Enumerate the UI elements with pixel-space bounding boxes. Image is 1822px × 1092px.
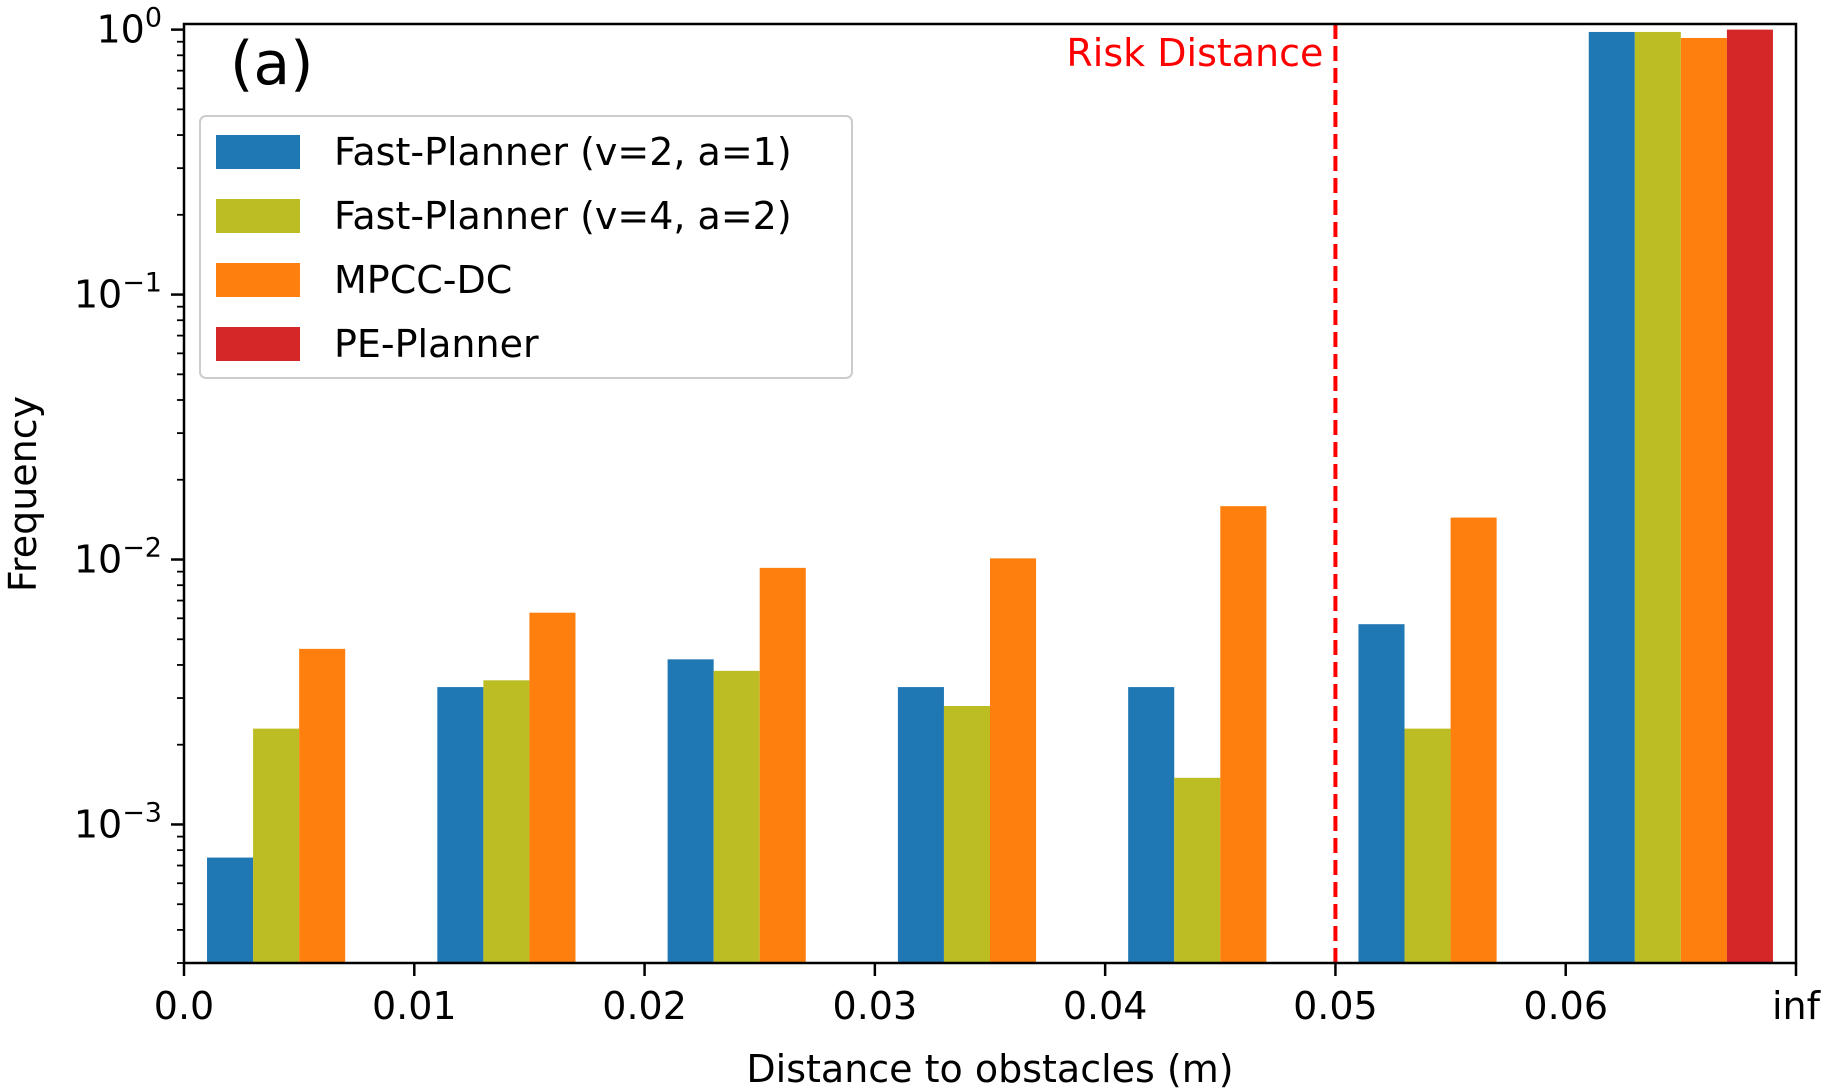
bar-2-4 bbox=[1220, 506, 1267, 963]
bar-1-6 bbox=[1634, 31, 1681, 964]
bar-1-4 bbox=[1174, 777, 1221, 963]
bar-1-1 bbox=[483, 680, 530, 963]
bar-0-6 bbox=[1588, 31, 1635, 964]
x-tick-label-4: 0.04 bbox=[1063, 984, 1148, 1028]
plot-frame bbox=[182, 22, 1798, 965]
x-axis-label: Distance to obstacles (m) bbox=[746, 1047, 1233, 1091]
bar-3-6 bbox=[1726, 29, 1773, 964]
legend-swatch-1 bbox=[216, 199, 300, 233]
x-tick-label-0: 0.0 bbox=[154, 984, 214, 1028]
y-tick-label-3: 10−3 bbox=[74, 797, 162, 846]
y-tick-label-1: 10−1 bbox=[74, 268, 162, 317]
risk-line-group: Risk Distance bbox=[1066, 24, 1338, 963]
x-tick-label-5: 0.05 bbox=[1293, 984, 1378, 1028]
x-tick-label-1: 0.01 bbox=[372, 984, 457, 1028]
bar-1-2 bbox=[713, 670, 760, 963]
x-axis-ticks: 0.0 0.01 0.02 0.03 0.04 0.05 0.06 inf bbox=[154, 963, 1822, 1028]
x-tick-label-6: 0.06 bbox=[1523, 984, 1608, 1028]
bar-2-2 bbox=[759, 567, 806, 963]
bar-0-3 bbox=[897, 687, 944, 963]
bar-2-1 bbox=[529, 612, 576, 963]
risk-distance-label: Risk Distance bbox=[1066, 31, 1323, 75]
legend: Fast-Planner (v=2, a=1) Fast-Planner (v=4… bbox=[199, 115, 853, 379]
bar-2-5 bbox=[1450, 517, 1497, 963]
legend-label-0: Fast-Planner (v=2, a=1) bbox=[334, 130, 792, 174]
y-axis-ticks: 100 10−1 10−2 10−3 bbox=[74, 3, 184, 964]
legend-swatch-3 bbox=[216, 327, 300, 361]
bar-0-4 bbox=[1128, 687, 1175, 963]
panel-label: (a) bbox=[230, 29, 314, 99]
bar-0-2 bbox=[667, 659, 714, 963]
bar-0-5 bbox=[1358, 624, 1405, 963]
y-axis-label: Frequency bbox=[1, 396, 45, 592]
bars-group bbox=[207, 29, 1773, 964]
legend-swatch-2 bbox=[216, 263, 300, 297]
bar-0-1 bbox=[437, 687, 484, 963]
x-tick-label-7: inf bbox=[1772, 984, 1822, 1028]
bar-2-6 bbox=[1680, 37, 1727, 963]
bar-0-0 bbox=[207, 857, 254, 963]
bar-2-3 bbox=[990, 558, 1037, 963]
bar-1-0 bbox=[253, 728, 300, 963]
y-tick-label-2: 10−2 bbox=[74, 533, 162, 582]
legend-label-2: MPCC-DC bbox=[334, 258, 512, 302]
legend-swatch-0 bbox=[216, 135, 300, 169]
bar-1-5 bbox=[1404, 728, 1451, 963]
legend-label-1: Fast-Planner (v=4, a=2) bbox=[334, 194, 792, 238]
legend-frame bbox=[199, 115, 853, 379]
legend-label-3: PE-Planner bbox=[334, 322, 539, 366]
y-tick-label-0: 100 bbox=[96, 3, 162, 52]
x-tick-label-2: 0.02 bbox=[602, 984, 687, 1028]
x-tick-label-3: 0.03 bbox=[833, 984, 918, 1028]
bar-1-3 bbox=[943, 705, 990, 963]
bar-2-0 bbox=[299, 648, 346, 963]
